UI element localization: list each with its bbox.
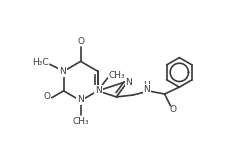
Text: N: N (144, 84, 150, 94)
Text: N: N (77, 95, 84, 104)
Text: N: N (126, 78, 132, 86)
Text: CH₃: CH₃ (108, 71, 125, 80)
Text: N: N (95, 86, 102, 95)
Text: O: O (77, 37, 84, 46)
Text: H: H (144, 81, 150, 90)
Text: N: N (59, 67, 66, 76)
Text: O: O (43, 92, 50, 101)
Text: H₃C: H₃C (32, 58, 48, 67)
Text: O: O (170, 105, 177, 114)
Text: CH₃: CH₃ (72, 117, 89, 126)
